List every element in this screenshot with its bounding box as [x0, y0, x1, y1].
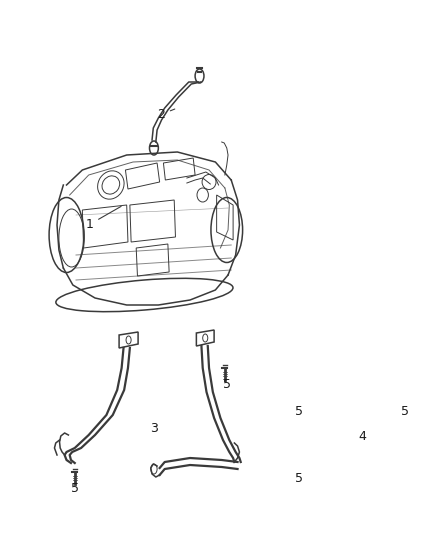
Text: 5: 5 — [223, 378, 231, 391]
Text: 1: 1 — [85, 206, 121, 231]
Text: 5: 5 — [295, 405, 303, 418]
Text: 3: 3 — [150, 422, 158, 435]
Text: 4: 4 — [358, 430, 366, 443]
Text: 5: 5 — [401, 405, 410, 418]
Text: 5: 5 — [295, 472, 303, 485]
Text: 5: 5 — [71, 482, 79, 495]
Text: 2: 2 — [157, 108, 175, 121]
